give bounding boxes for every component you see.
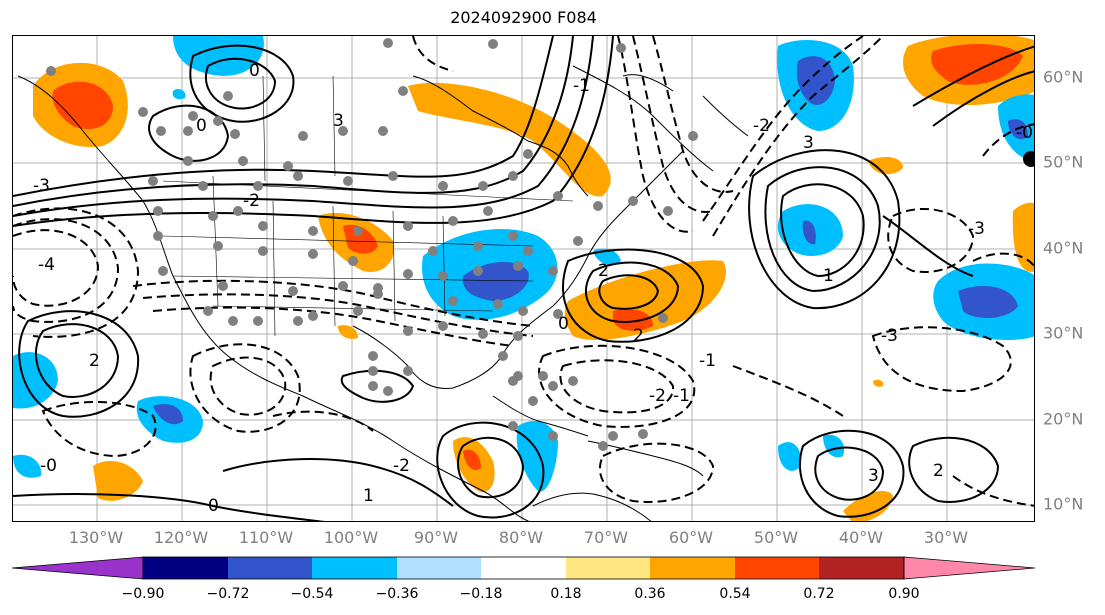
colorbar-label: −0.36 bbox=[375, 586, 419, 602]
colorbar-segment bbox=[903, 556, 1036, 580]
contour-label: -3 bbox=[881, 326, 898, 346]
map-canvas: 0 0 -0 -2 -3 -4 -1 2 3 -2 0 2 3 -2 1 -1 … bbox=[13, 36, 1034, 521]
contour-label: -2 bbox=[753, 116, 770, 136]
colorbar-label: 0.90 bbox=[888, 586, 920, 602]
lon-label-120w: 120°W bbox=[153, 528, 209, 547]
colorbar-segment bbox=[11, 556, 144, 580]
contour-label: -2 bbox=[243, 191, 260, 211]
colorbar-segment bbox=[735, 557, 819, 579]
lon-label-40w: 40°W bbox=[838, 528, 884, 547]
lat-label-60n: 60°N bbox=[1043, 67, 1084, 87]
contour-label: -1 bbox=[673, 386, 690, 406]
lat-label-20n: 20°N bbox=[1043, 409, 1084, 429]
lon-label-30w: 30°W bbox=[923, 528, 969, 547]
colorbar-label: 0.54 bbox=[719, 586, 751, 602]
contour-label: 0 bbox=[558, 314, 569, 334]
contour-label: -4 bbox=[38, 255, 55, 275]
colorbar-segment bbox=[819, 557, 904, 579]
colorbar-label: −0.18 bbox=[459, 586, 503, 602]
map-panel[interactable]: 0 0 -0 -2 -3 -4 -1 2 3 -2 0 2 3 -2 1 -1 … bbox=[12, 35, 1035, 522]
colorbar bbox=[11, 556, 1036, 580]
contour-label: 0 bbox=[208, 496, 219, 516]
lon-label-100w: 100°W bbox=[323, 528, 379, 547]
contour-label: -3 bbox=[968, 219, 985, 239]
colorbar-segment bbox=[143, 557, 228, 579]
contour-label: -2 bbox=[393, 456, 410, 476]
colorbar-label: −0.72 bbox=[206, 586, 250, 602]
colorbar-label: −0.90 bbox=[121, 586, 165, 602]
lon-label-60w: 60°W bbox=[668, 528, 714, 547]
colorbar-label: −0.54 bbox=[290, 586, 334, 602]
contour-label: 0 bbox=[249, 61, 260, 81]
contour-label: 2 bbox=[89, 351, 100, 371]
contour-label: 2 bbox=[598, 261, 609, 281]
lon-label-90w: 90°W bbox=[413, 528, 459, 547]
lon-label-110w: 110°W bbox=[238, 528, 294, 547]
contour-labels: 0 0 -0 -2 -3 -4 -1 2 3 -2 0 2 3 -2 1 -1 … bbox=[33, 61, 1033, 516]
station-markers bbox=[46, 38, 698, 451]
lon-label-130w: 130°W bbox=[68, 528, 124, 547]
contour-label: 3 bbox=[868, 466, 879, 486]
colorbar-label: 0.18 bbox=[550, 586, 582, 602]
contour-label: 0 bbox=[196, 116, 207, 136]
lat-label-30n: 30°N bbox=[1043, 323, 1084, 343]
contour-label: -0 bbox=[1016, 123, 1033, 143]
colorbar-segment bbox=[481, 557, 566, 579]
colorbar-label: 0.36 bbox=[634, 586, 666, 602]
colorbar-segment bbox=[312, 557, 397, 579]
colorbar-segment bbox=[228, 557, 312, 579]
contour-label: -0 bbox=[40, 456, 57, 476]
negative-contours bbox=[13, 36, 1034, 507]
lat-label-40n: 40°N bbox=[1043, 238, 1084, 258]
map-title: 2024092900 F084 bbox=[450, 8, 597, 27]
contour-label: -3 bbox=[33, 176, 50, 196]
positive-anomaly-fills bbox=[33, 36, 1034, 521]
colorbar-segment bbox=[566, 557, 650, 579]
lon-label-70w: 70°W bbox=[583, 528, 629, 547]
contour-label: 1 bbox=[363, 486, 374, 506]
contour-label: -1 bbox=[573, 76, 590, 96]
contour-label: 3 bbox=[803, 133, 814, 153]
contour-label: -1 bbox=[699, 351, 716, 371]
contour-label: 1 bbox=[823, 266, 834, 286]
contour-label: -2 bbox=[649, 386, 666, 406]
contour-label: 2 bbox=[933, 461, 944, 481]
contour-label: 2 bbox=[633, 326, 644, 346]
colorbar-label: 0.72 bbox=[803, 586, 835, 602]
contour-label: 3 bbox=[333, 111, 344, 131]
lat-label-50n: 50°N bbox=[1043, 152, 1084, 172]
highlighted-station-marker bbox=[1023, 151, 1034, 167]
lon-label-80w: 80°W bbox=[498, 528, 544, 547]
colorbar-segment bbox=[650, 557, 735, 579]
lon-label-50w: 50°W bbox=[753, 528, 799, 547]
colorbar-segment bbox=[397, 557, 481, 579]
lat-label-10n: 10°N bbox=[1043, 494, 1084, 514]
